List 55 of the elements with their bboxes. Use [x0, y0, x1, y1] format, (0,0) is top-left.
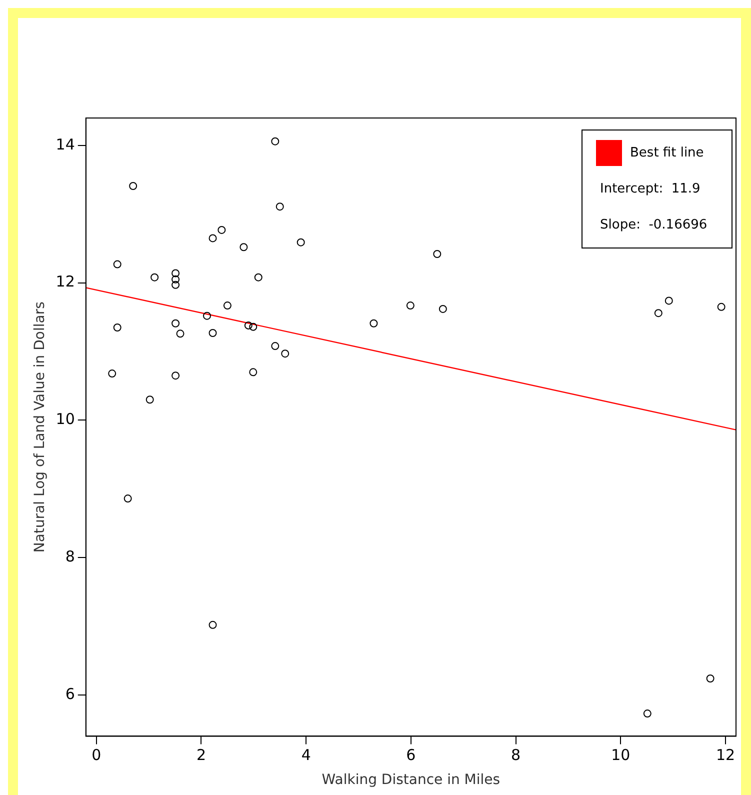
point [281, 350, 290, 358]
point [172, 372, 180, 380]
point [176, 330, 184, 338]
legend-label: Best fit line [630, 145, 704, 160]
point [438, 304, 447, 313]
point [208, 234, 217, 242]
point [271, 342, 280, 350]
point [124, 494, 132, 503]
point [208, 328, 217, 337]
point [172, 275, 180, 284]
point [654, 309, 662, 318]
x-tick-label: 8 [511, 746, 521, 764]
y-tick-label: 14 [56, 135, 75, 154]
x-tick-label: 6 [406, 746, 416, 764]
point [244, 321, 252, 330]
point [208, 620, 217, 629]
point [664, 296, 673, 305]
point [433, 250, 442, 258]
point [129, 182, 138, 190]
point [150, 273, 159, 282]
point [108, 370, 116, 378]
x-axis-title: Walking Distance in Miles [322, 772, 500, 788]
point [240, 243, 248, 252]
x-tick-label: 12 [716, 746, 736, 764]
point [113, 260, 122, 268]
point [271, 137, 280, 146]
x-tick-label: 4 [301, 746, 311, 764]
point [218, 226, 226, 234]
y-axis-title: Natural Log of Land Value in Dollars [32, 302, 48, 553]
point [249, 322, 258, 331]
point [717, 302, 726, 311]
point [223, 302, 232, 310]
point [370, 319, 378, 328]
annotation: Intercept: 11.9 [600, 181, 700, 196]
point [249, 368, 258, 376]
point [202, 312, 211, 320]
y-tick-label: 12 [56, 272, 75, 291]
point [643, 710, 652, 718]
point [296, 238, 305, 246]
point [276, 202, 284, 211]
x-tick-label: 0 [92, 746, 102, 764]
point [254, 273, 262, 282]
x-tick-label: 2 [196, 746, 206, 764]
point [113, 324, 122, 332]
x-tick-label: 10 [611, 746, 630, 764]
annotation: Slope: -0.16696 [600, 217, 708, 232]
point [706, 674, 714, 682]
point [172, 280, 180, 289]
y-tick-label: 10 [56, 410, 75, 428]
y-tick-label: 6 [65, 684, 75, 703]
point [172, 319, 180, 328]
y-tick-label: 8 [65, 548, 75, 566]
point [172, 269, 180, 278]
point [146, 396, 154, 404]
point [406, 302, 414, 310]
